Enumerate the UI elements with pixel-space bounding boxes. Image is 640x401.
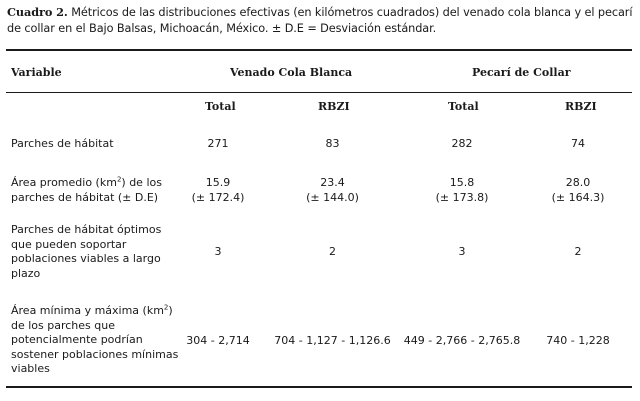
cell-parches-rbzi-venado: 83 [325,137,340,150]
caption-label: Cuadro 2. [7,5,68,19]
header-group-pecari: Pecarí de Collar [472,66,571,79]
cell-area-total-pecari: 15.8 (± 173.8) [400,176,524,205]
cell-minmax-total-pecari: 449 - 2,766 - 2,765.8 [403,334,521,347]
table-bottom-rule [6,386,632,388]
cell-parches-total-pecari: 282 [451,137,473,150]
cell-sd: (± 144.0) [306,190,359,204]
row-label-parches: Parches de hábitat [11,137,114,150]
table-caption: Cuadro 2. Métricos de las distribuciones… [7,4,635,37]
row-label-text: ) de los parches que potencialmente podr… [11,304,179,375]
row-label-parches-optimos: Parches de hábitat óptimos que pueden so… [11,223,162,280]
cell-sd: (± 172.4) [191,190,245,204]
cell-area-rbzi-pecari: 28.0 (± 164.3) [528,176,628,205]
header-variable: Variable [11,66,62,79]
cell-optimos-total-venado: 3 [214,245,222,258]
row-label-superscript: 2 [163,303,169,312]
row-label-text: Área promedio (km [11,176,117,189]
table-top-rule [6,49,632,51]
row-label-superscript: 2 [116,175,122,184]
header-divider-rule [6,92,632,93]
row-label-text: ) de los parches de hábitat (± D.E) [11,176,162,204]
row-label-area-min-max: Área mínima y máxima (km2) de los parche… [11,304,179,377]
row-label-text: Área mínima y máxima (km [11,304,164,317]
cell-minmax-rbzi-venado: 704 - 1,127 - 1,126.6 [274,334,391,347]
cell-minmax-rbzi-pecari: 740 - 1,228 [546,334,610,347]
cell-value: 15.8 [449,176,475,189]
subheader-total-pecari: Total [448,100,479,113]
cell-area-rbzi-venado: 23.4 (± 144.0) [270,176,395,205]
cell-parches-rbzi-pecari: 74 [571,137,585,150]
cell-optimos-total-pecari: 3 [458,245,466,258]
cell-parches-total-venado: 271 [207,137,229,150]
subheader-rbzi-venado: RBZI [318,100,350,113]
cell-value: 23.4 [320,176,345,189]
cell-value: 15.9 [205,176,231,189]
caption-text: Métricos de las distribuciones efectivas… [7,6,633,35]
cell-sd: (± 164.3) [551,190,605,204]
header-group-venado: Venado Cola Blanca [230,66,353,79]
cell-area-total-venado: 15.9 (± 172.4) [168,176,268,205]
subheader-total-venado: Total [205,100,236,113]
cell-value: 28.0 [565,176,591,189]
subheader-rbzi-pecari: RBZI [565,100,597,113]
cell-optimos-rbzi-pecari: 2 [574,245,582,258]
cell-minmax-total-venado: 304 - 2,714 [186,334,250,347]
cell-sd: (± 173.8) [435,190,489,204]
row-label-area-promedio: Área promedio (km2) de los parches de há… [11,176,179,205]
cell-optimos-rbzi-venado: 2 [329,245,336,258]
